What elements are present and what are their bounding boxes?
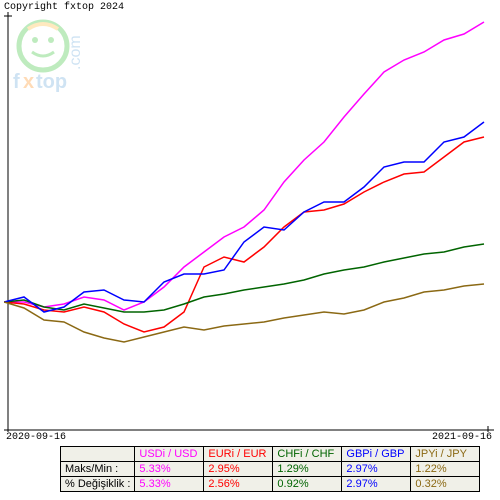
- table-cell: 5.33%: [135, 477, 204, 492]
- date-end: 2021-09-16: [432, 432, 492, 443]
- table-cell: 2.56%: [204, 477, 273, 492]
- date-start: 2020-09-16: [6, 432, 66, 443]
- row-label-degisiklik: % Değişiklik :: [61, 477, 135, 492]
- table-cell: 2.97%: [342, 462, 411, 477]
- table-cell: 2.95%: [204, 462, 273, 477]
- table-cell: 0.92%: [273, 477, 342, 492]
- table-cell: 5.33%: [135, 462, 204, 477]
- stats-table: USDi / USDEURi / EURCHFi / CHFGBPi / GBP…: [60, 446, 480, 492]
- table-cell: 1.29%: [273, 462, 342, 477]
- table-header: USDi / USD: [135, 447, 204, 462]
- table-corner: [61, 447, 135, 462]
- row-label-maksmin: Maks/Min :: [61, 462, 135, 477]
- table-header: CHFi / CHF: [273, 447, 342, 462]
- currency-chart: [4, 12, 494, 432]
- table-cell: 1.22%: [411, 462, 480, 477]
- table-cell: 0.32%: [411, 477, 480, 492]
- table-header: GBPi / GBP: [342, 447, 411, 462]
- table-header: EURi / EUR: [204, 447, 273, 462]
- table-header: JPYi / JPY: [411, 447, 480, 462]
- table-cell: 2.97%: [342, 477, 411, 492]
